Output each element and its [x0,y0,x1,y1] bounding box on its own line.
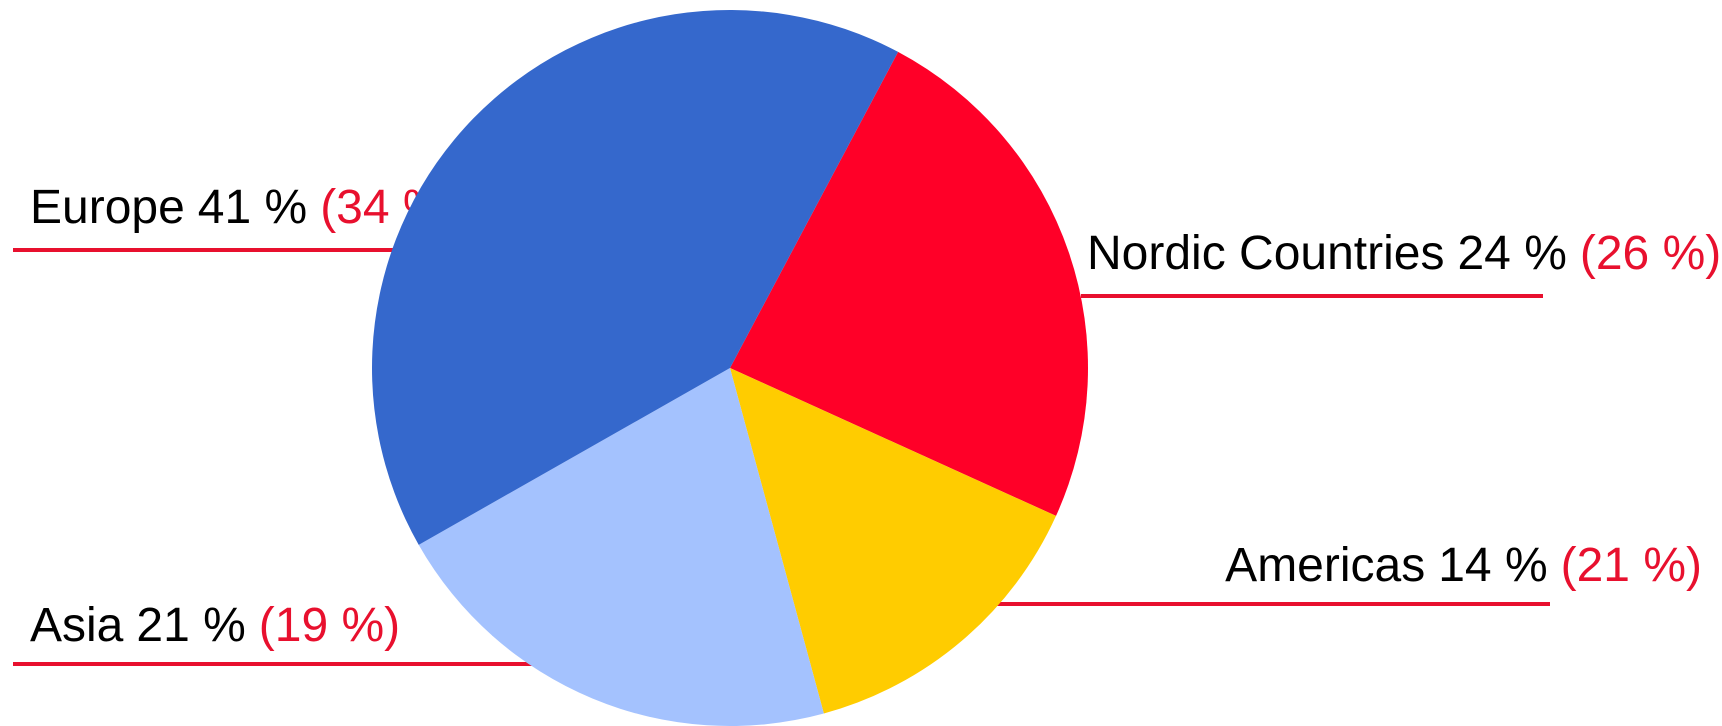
value-label: 41 % [198,181,307,234]
slice-label: Asia 21 % (19 %) [30,599,400,652]
value-label: 21 % [136,599,245,652]
category-label: Asia [30,599,124,652]
slice-label: Nordic Countries 24 % (26 %) [1087,227,1721,280]
slice-label: Europe 41 % (34 %) [30,181,462,234]
value-label: 24 % [1457,227,1566,280]
previous-value-label: (21 %) [1561,539,1702,592]
pie-slice [372,10,899,545]
category-label: Americas [1225,539,1425,592]
previous-value-label: (26 %) [1580,227,1721,280]
slice-label: Americas 14 % (21 %) [1225,539,1702,592]
pie-slice [418,368,824,726]
category-label: Nordic Countries [1087,227,1444,280]
value-label: 14 % [1438,539,1547,592]
pie-slice [730,368,1057,714]
category-label: Europe [30,181,185,234]
pie-slice [730,51,1088,516]
previous-value-label: (19 %) [259,599,400,652]
